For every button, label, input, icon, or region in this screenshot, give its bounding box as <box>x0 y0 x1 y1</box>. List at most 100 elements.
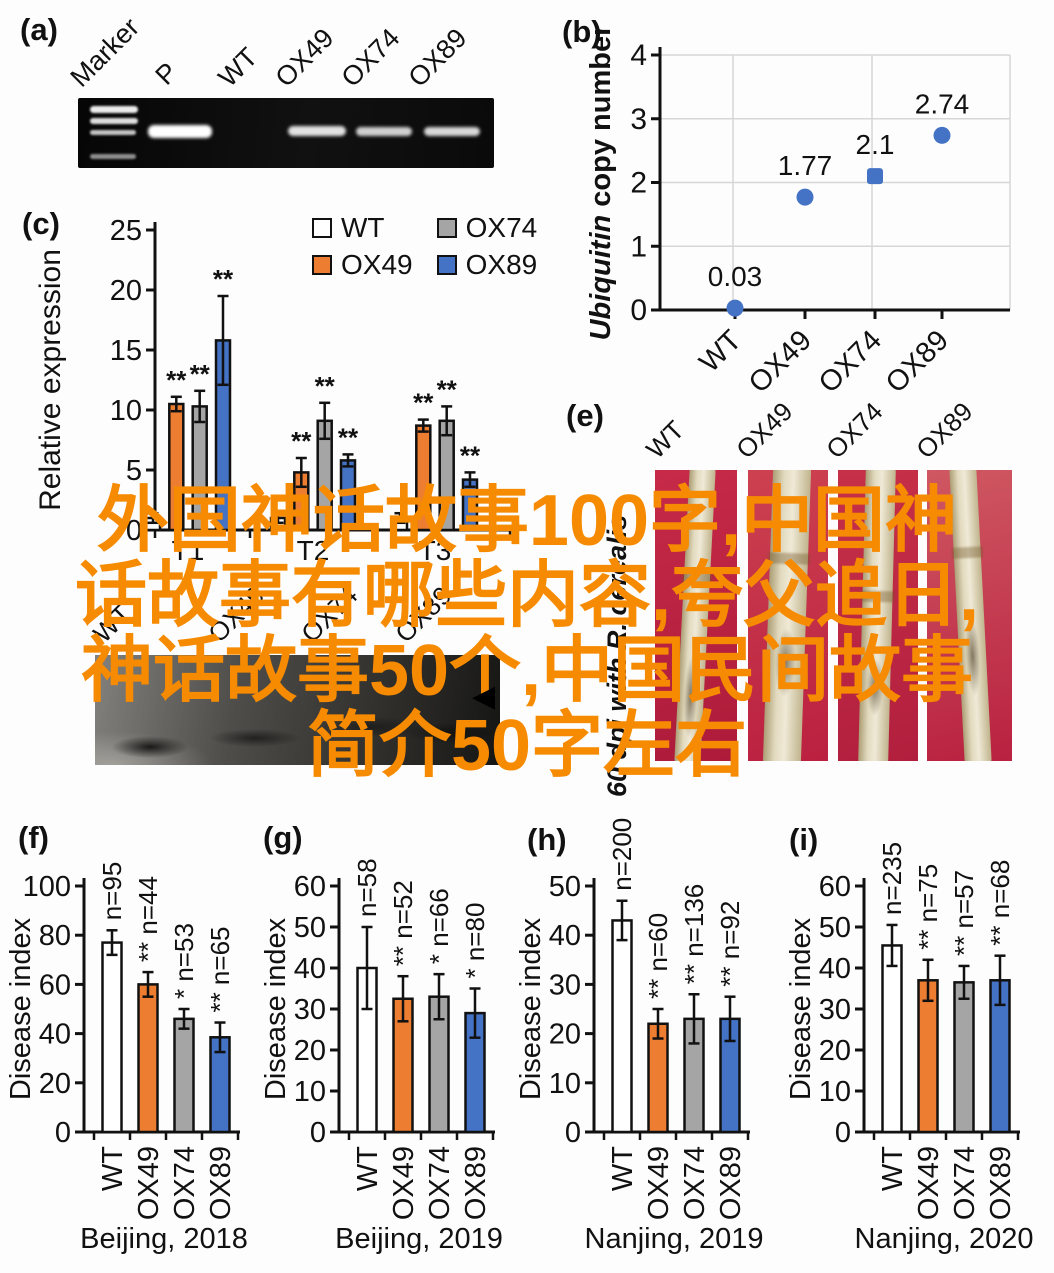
x-category-label: OX49 <box>743 324 818 399</box>
data-point-ox89 <box>933 126 951 144</box>
bar-ox74 <box>173 1017 195 1134</box>
data-point-ox74 <box>867 168 883 185</box>
significance-stars: ** <box>315 371 336 401</box>
y-tick-label: 1 <box>630 230 647 263</box>
gel-a-lane-label: OX89 <box>402 22 473 93</box>
significance-stars: ** <box>338 422 359 452</box>
bar-ox74 <box>953 981 975 1134</box>
y-tick-label: 0 <box>126 515 142 547</box>
significance-stars: ** <box>190 359 211 389</box>
data-point-label: 2.74 <box>915 88 970 119</box>
panel-h-label: (h) <box>527 822 567 857</box>
y-tick-label: 0 <box>835 1117 851 1149</box>
ubiquitin-copy-number-chart: 0 1 2 3 4 0.03 WT 1.77 OX49 2.1 OX74 2.74 OX89 Ubiqui… <box>585 25 1011 399</box>
y-tick-label: 50 <box>819 912 851 944</box>
n-annotation: n=95 <box>97 862 127 921</box>
n-annotation: * n=53 <box>169 923 199 999</box>
y-tick-label: 30 <box>549 969 581 1001</box>
n-annotation: ** n=65 <box>205 926 235 1012</box>
stem-photo-ox89 <box>927 470 1012 761</box>
y-tick-label: 20 <box>294 1035 326 1067</box>
x-category-label: OX89 <box>205 1146 237 1220</box>
overlay-line: 简介50字左右 <box>306 706 748 786</box>
x-category-label: WT <box>877 1146 909 1191</box>
y-tick-label: 60 <box>39 969 71 1001</box>
gel-a-lane-label: OX74 <box>335 22 406 93</box>
chart-caption: Nanjing, 2019 <box>585 1223 764 1255</box>
data-point-label: 1.77 <box>778 150 833 181</box>
western-blot-image <box>95 655 500 765</box>
gel-band <box>90 154 136 159</box>
chart-caption: Beijing, 2018 <box>80 1223 248 1255</box>
y-tick-label: 50 <box>549 871 581 903</box>
y-tick-label: 60 <box>819 871 851 903</box>
panel-f-label: (f) <box>18 820 49 855</box>
legend-label: OX74 <box>465 212 538 243</box>
gel-band <box>288 126 346 136</box>
panel-g-label: (g) <box>263 820 303 855</box>
gel-a-lane-label: OX49 <box>269 22 340 93</box>
bar-wt <box>101 941 123 1134</box>
data-point-label: 2.1 <box>856 129 895 160</box>
x-category-label: OX74 <box>813 324 888 399</box>
bar-wt <box>611 919 633 1134</box>
legend-item-ox49: OX49 <box>312 249 413 281</box>
y-tick-label: 40 <box>39 1019 71 1051</box>
x-category-label: OX74 <box>949 1146 981 1220</box>
x-category-label: OX74 <box>424 1146 456 1220</box>
y-tick-label: 40 <box>819 953 851 985</box>
chart-element: Ubiquitin <box>585 215 617 341</box>
y-axis-title: Disease index <box>260 917 292 1100</box>
y-tick-label: 2 <box>630 167 647 200</box>
legend-label: OX49 <box>341 249 413 280</box>
legend-swatch-wt <box>312 218 332 238</box>
x-category-label: T3 <box>419 535 452 566</box>
x-category-label: T2 <box>297 535 330 566</box>
n-annotation: ** n=75 <box>913 864 943 950</box>
x-category-label: WT <box>693 324 748 379</box>
disease-index-chart-beijing-2018: 0 20 40 60 80 100 Disease index n=95 WT ** n=44 OX… <box>5 862 248 1255</box>
data-point-label: 0.03 <box>708 261 763 292</box>
x-category-label: OX89 <box>715 1146 747 1220</box>
overlay-line: 外国神话故事100字,中国神 <box>96 481 958 561</box>
y-axis-title: Disease index <box>785 917 817 1100</box>
y-tick-label: 20 <box>39 1068 71 1100</box>
x-category-label: OX49 <box>913 1146 945 1220</box>
significance-stars: ** <box>166 365 187 395</box>
n-annotation: n=58 <box>352 858 382 917</box>
x-category-label: OX49 <box>643 1146 675 1220</box>
panel-c-label: (c) <box>22 206 60 241</box>
x-category-label: OX89 <box>460 1146 492 1220</box>
y-tick-label: 20 <box>110 275 142 307</box>
y-tick-label: 50 <box>294 912 326 944</box>
x-category-label: OX74 <box>169 1146 201 1220</box>
y-tick-label: 0 <box>310 1117 326 1149</box>
y-tick-label: 3 <box>630 103 647 136</box>
gel-band <box>90 130 136 135</box>
y-tick-label: 40 <box>549 920 581 952</box>
y-tick-label: 60 <box>294 871 326 903</box>
significance-stars: ** <box>291 426 312 456</box>
x-category-label: OX49 <box>133 1146 165 1220</box>
y-tick-label: 15 <box>110 335 142 367</box>
y-tick-label: 100 <box>23 871 71 903</box>
data-point-ox49 <box>796 188 814 206</box>
x-category-label: WT <box>97 1146 129 1191</box>
x-category-label: WT <box>607 1146 639 1191</box>
x-category-label: OX49 <box>388 1146 420 1220</box>
n-annotation: ** n=57 <box>949 870 979 956</box>
significance-stars: ** <box>413 388 434 418</box>
chart-c-legend: WT OX74 OX49 OX89 <box>312 212 537 281</box>
x-category-label: T1 <box>172 535 205 566</box>
panel-e-label: (e) <box>566 398 604 433</box>
legend-label: OX89 <box>465 249 538 280</box>
x-category-label: OX89 <box>880 324 955 399</box>
legend-swatch-ox89 <box>436 255 457 275</box>
n-annotation: ** n=136 <box>679 884 709 984</box>
legend-item-wt: WT <box>312 212 413 244</box>
y-tick-label: 80 <box>39 920 71 952</box>
gel-a-lane-label: Marker <box>64 12 146 93</box>
